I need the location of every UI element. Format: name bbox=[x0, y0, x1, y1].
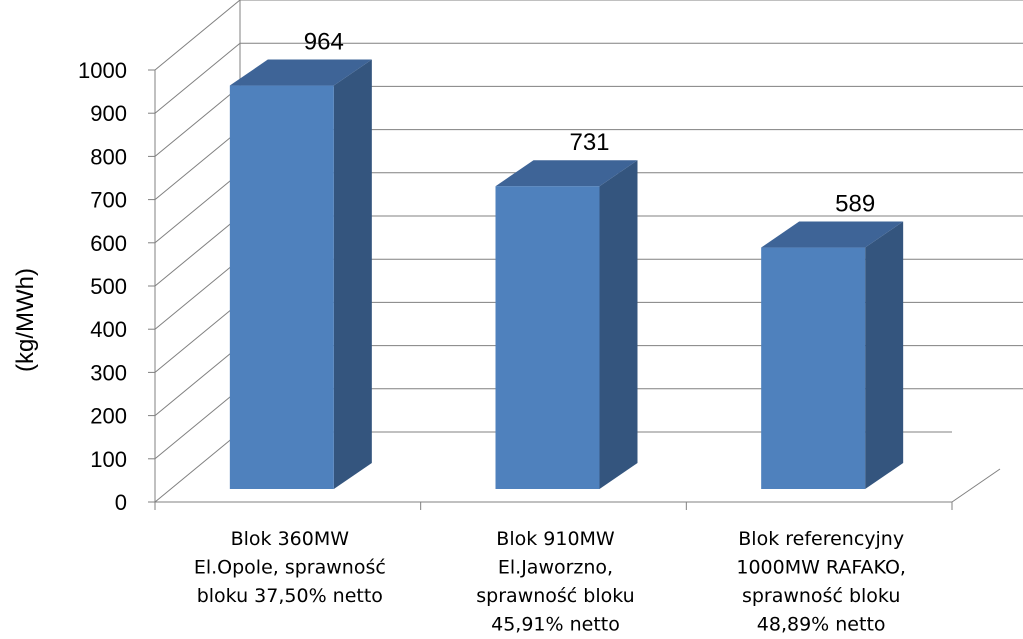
bar bbox=[495, 160, 638, 489]
y-tick-label: 800 bbox=[90, 144, 127, 169]
x-axis: Blok 360MW El.Opole, sprawność bloku 37,50… bbox=[154, 501, 953, 636]
y-tick-label: 200 bbox=[90, 404, 127, 429]
bar bbox=[761, 221, 904, 489]
bar bbox=[229, 59, 372, 489]
y-tick-label: 100 bbox=[90, 447, 127, 472]
data-label: 589 bbox=[835, 191, 875, 218]
x-category-label: Blok 910MW El.Jaworzno, sprawność bloku 45,… bbox=[476, 528, 634, 636]
x-category-label: Blok referencyjny 1000MW RAFAKO, sprawność… bbox=[736, 528, 906, 636]
y-tick-label: 300 bbox=[90, 360, 127, 385]
floor-edge bbox=[951, 468, 1001, 503]
y-tick-label: 1000 bbox=[78, 58, 127, 83]
data-label: 964 bbox=[304, 29, 344, 56]
y-tick-label: 900 bbox=[90, 101, 127, 126]
y-tick-label: 500 bbox=[90, 274, 127, 299]
data-labels: 964 731 589 bbox=[304, 29, 875, 218]
data-label: 731 bbox=[569, 129, 609, 156]
bars bbox=[229, 59, 904, 489]
x-category-label: Blok 360MW El.Opole, sprawność bloku 37,50… bbox=[194, 528, 386, 607]
y-tick-label: 700 bbox=[90, 188, 127, 213]
y-tick-label: 600 bbox=[90, 231, 127, 256]
gridline bbox=[148, 0, 1023, 71]
y-tick-label: 400 bbox=[90, 317, 127, 342]
y-tick-label: 0 bbox=[115, 490, 127, 515]
y-axis-label: (kg/MWh) bbox=[12, 268, 39, 372]
gridline bbox=[148, 42, 1023, 114]
y-axis: 0 100 200 300 400 500 600 700 800 900 1000 bbox=[78, 58, 156, 515]
